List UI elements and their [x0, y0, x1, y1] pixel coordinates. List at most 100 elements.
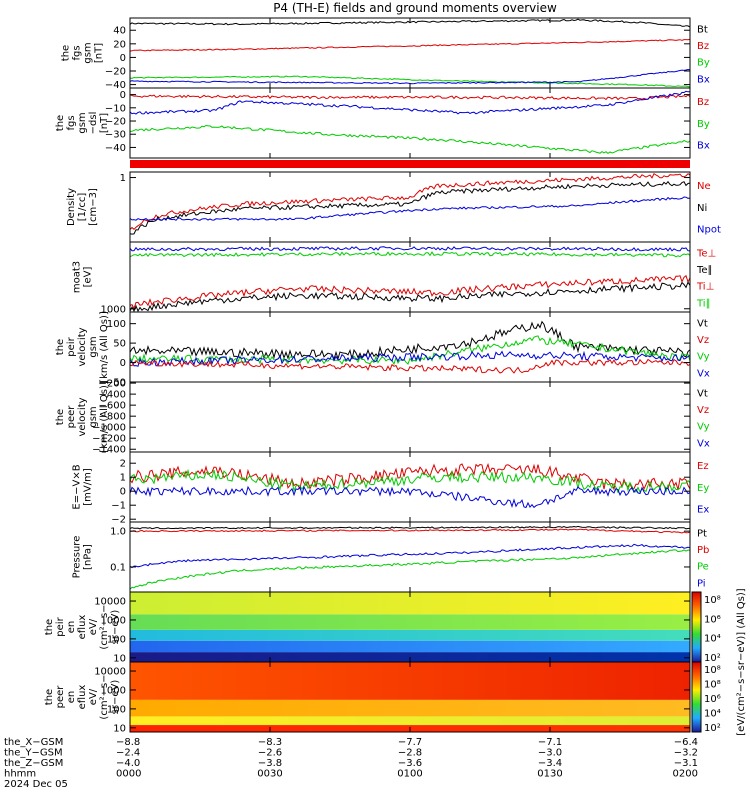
y-tick-label: −40 — [105, 80, 126, 91]
y-axis-label: en — [66, 691, 77, 704]
series-line-Pb — [129, 528, 691, 534]
legend-Ti⊥: Ti⊥ — [696, 282, 714, 293]
spectrogram-band — [130, 662, 690, 700]
y-axis-label: gsm — [77, 112, 88, 133]
series-line-By — [129, 75, 691, 88]
panel-fgs-gsm: 40 20 0 −20 −40 the fgs gsm [nT] Bt Bz By Bx — [61, 17, 710, 91]
colorbar-1: 10⁸ 10⁸ 10⁶ 10⁴ 10² — [691, 661, 721, 734]
y-axis-label: gsm — [88, 406, 99, 427]
legend-Vx: Vx — [697, 438, 710, 449]
y-tick-label: −2 — [111, 515, 126, 526]
y-axis-label: [cm−3] — [88, 188, 99, 226]
series-line-Pe — [129, 549, 691, 590]
x-axis-value: −7.7 — [398, 737, 422, 748]
x-axis-value: −3.0 — [538, 748, 562, 759]
y-tick-label: 1.0 — [110, 527, 126, 538]
y-axis-label: the — [61, 45, 72, 61]
y-axis-label: eV/ — [88, 688, 99, 705]
legend-Ey: Ey — [697, 483, 709, 494]
y-tick-label: 100 — [107, 634, 126, 645]
x-axis-value: 0000 — [116, 769, 141, 780]
x-axis-value: −3.4 — [538, 758, 562, 769]
spectrogram-band — [130, 699, 690, 717]
legend-Pt: Pt — [697, 528, 707, 539]
legend-Bz: Bz — [697, 97, 709, 108]
colorbar-label: 10⁶ — [704, 694, 721, 705]
y-tick-label: 0.1 — [110, 562, 126, 573]
x-axis-row-name: hhmm — [4, 769, 36, 780]
y-axis-label: en — [66, 621, 77, 634]
spectrogram-peer-eflux: 10000 1000 100 10 the peer en eflux eV/(cm²−s− sr… — [44, 661, 691, 734]
colorbar-label: 10⁸ — [704, 595, 721, 606]
y-axis-label: peir — [55, 616, 66, 636]
x-axis-value: 0030 — [257, 769, 282, 780]
y-tick-label: 100 — [107, 704, 126, 715]
y-tick-label: −200 — [99, 379, 126, 390]
y-tick-label: −1000 — [92, 423, 126, 434]
y-axis-label: [nPa] — [83, 544, 94, 570]
x-axis-value: 0100 — [397, 769, 422, 780]
panel-frame — [129, 451, 691, 523]
y-tick-label: 50 — [113, 339, 126, 350]
y-tick-label: 0 — [120, 487, 126, 498]
y-axis-label: eflux — [77, 615, 88, 640]
y-tick-label: −1 — [111, 501, 126, 512]
y-axis-label: the — [55, 115, 66, 131]
series-line-Ti∥ — [129, 251, 691, 258]
colorbar-label: 10⁸ — [704, 680, 721, 691]
x-axis-row-name: the_X−GSM — [4, 737, 63, 748]
legend-Ne: Ne — [697, 181, 711, 192]
y-axis-label: Density — [66, 188, 77, 226]
series-line-Vz — [129, 358, 691, 374]
y-tick-label: 1000 — [101, 304, 126, 315]
y-tick-label: 10 — [113, 723, 126, 734]
series-line-Bx — [129, 68, 691, 85]
legend-Pb: Pb — [697, 545, 709, 556]
y-axis-label: [km/s (All Qs)] — [99, 381, 110, 453]
x-axis-value: −7.1 — [538, 737, 562, 748]
y-tick-label: −1200 — [92, 434, 126, 445]
y-tick-label: 10 — [113, 653, 126, 664]
series-line-Ti⊥ — [129, 274, 691, 310]
legend-Vy: Vy — [697, 352, 710, 363]
y-tick-label: −30 — [105, 130, 126, 141]
y-axis-label: velocity — [77, 327, 88, 366]
y-axis-label: peir — [66, 336, 77, 356]
data-quality-bar — [130, 160, 690, 168]
spectrogram-band — [130, 629, 690, 641]
series-line-Pi — [129, 543, 691, 569]
panel-fgs-dsl: 0 −10 −20 −30 −40 the fgs gsm −dsl [nT] Bz By Bx — [55, 87, 710, 159]
y-axis-label: (cm²−s− — [99, 604, 110, 649]
legend-Ni: Ni — [697, 203, 707, 214]
legend-Bt: Bt — [697, 24, 708, 35]
y-tick-label: 20 — [113, 39, 126, 50]
y-axis-label: peer — [55, 685, 66, 709]
y-axis-label: [eV] — [83, 267, 94, 288]
colorbar-0: 10⁸ 10⁶ 10⁴ 10² — [691, 591, 721, 664]
series-line-Bz — [129, 38, 691, 52]
y-tick-label: 100 — [107, 319, 126, 330]
legend-Vx: Vx — [697, 368, 710, 379]
series-line-Ni — [129, 180, 691, 235]
panel-frame — [129, 521, 691, 593]
x-axis-value: −8.8 — [116, 737, 140, 748]
y-tick-label: 10000 — [94, 597, 126, 608]
panel-pressure: 1.0 0.1 Pressure [nPa] Pt Pb Pe Pi — [72, 521, 709, 593]
x-axis-value: −8.3 — [258, 737, 282, 748]
legend-Bx: Bx — [697, 141, 710, 152]
footer-layer: the_X−GSM −8.8 −8.3 −7.7 −7.1 −6.4 the_Y−GSM −2… — [4, 737, 698, 790]
legend-Ex: Ex — [697, 505, 709, 516]
y-tick-label: 0 — [120, 90, 126, 101]
y-axis-label: gsm — [88, 336, 99, 357]
colorbar-label: 10⁴ — [704, 634, 721, 645]
legend-Vt: Vt — [697, 388, 708, 399]
legend-Vz: Vz — [697, 405, 709, 416]
legend-Bx: Bx — [697, 74, 710, 85]
series-line-By — [129, 124, 691, 155]
colorbar-title: [eV/(cm²−s−sr−eV)] (All Qs)] — [736, 588, 747, 736]
y-axis-label: [nT] — [99, 113, 110, 133]
y-axis-label: sr−eV) — [110, 680, 121, 715]
x-axis-value: −2.8 — [398, 748, 422, 759]
panel-frame — [129, 171, 691, 243]
legend-Te⊥: Te⊥ — [696, 248, 716, 259]
